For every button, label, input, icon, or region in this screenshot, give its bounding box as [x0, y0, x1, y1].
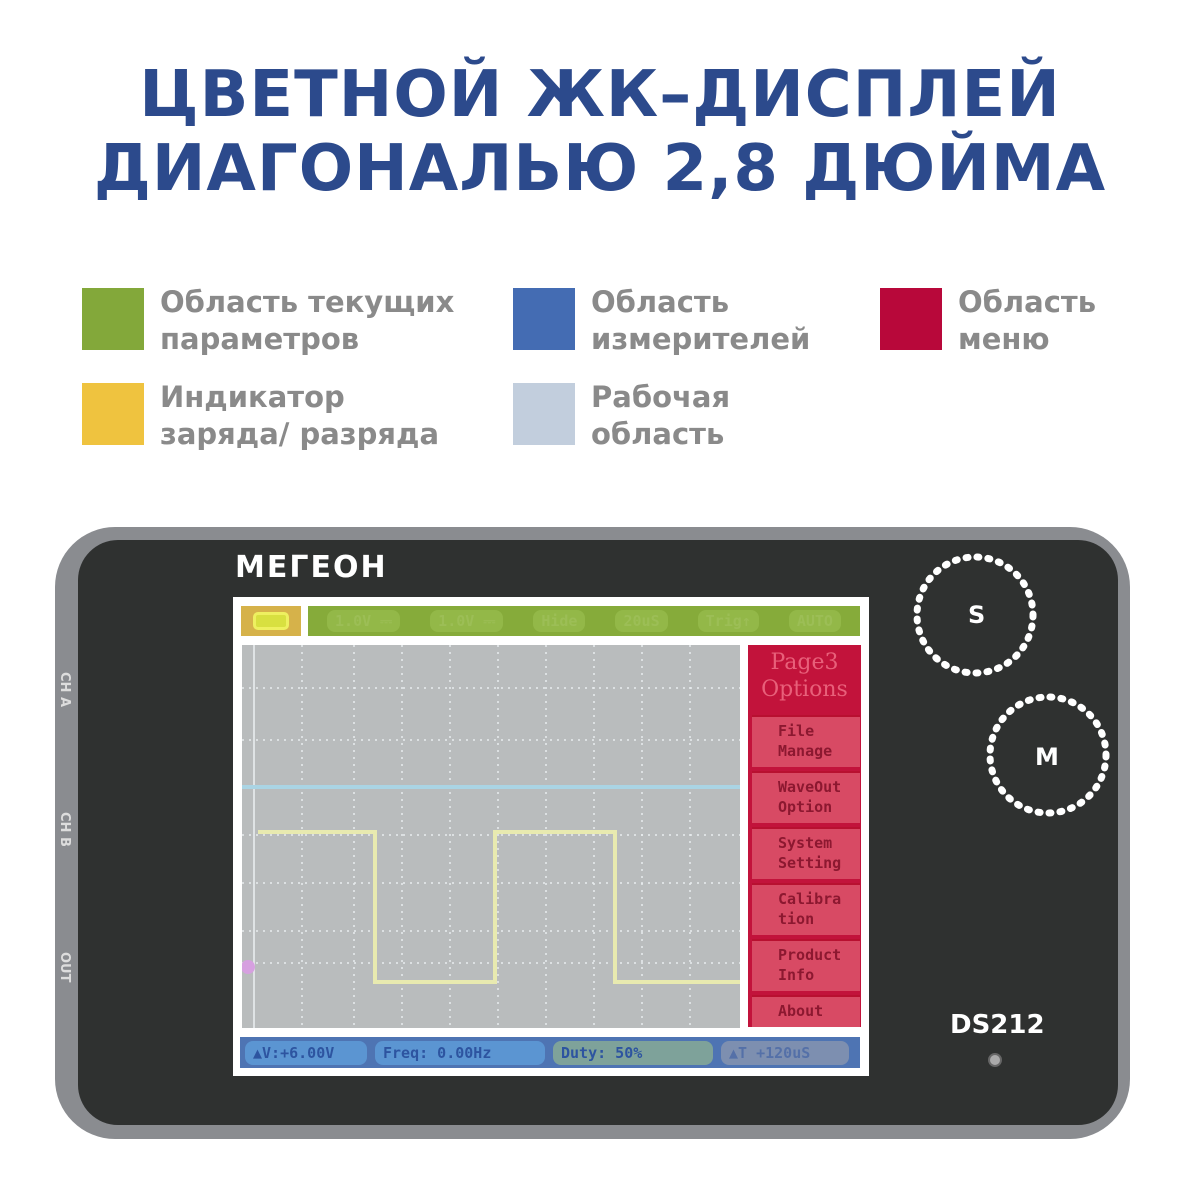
legend-work-area: Рабочая область: [513, 380, 730, 453]
led-indicator-icon: [988, 1053, 1002, 1067]
battery-icon: [253, 612, 289, 630]
battery-indicator: [241, 606, 301, 636]
ch-a-scale[interactable]: 1.0V ⎓: [327, 610, 401, 632]
m-wheel-icon: [986, 693, 1110, 817]
port-out: OUT: [57, 952, 72, 983]
waveform-plot: [241, 645, 740, 1028]
menu-subtitle: Options: [761, 677, 848, 702]
waveform-area: [241, 645, 740, 1028]
hide-toggle[interactable]: Hide: [533, 610, 586, 632]
menu-panel: Page3 Options File Manage WaveOut Option Sy…: [748, 645, 861, 1027]
legend-measure: Область измерителей: [513, 285, 810, 358]
menu-item-file-manage[interactable]: File Manage: [752, 715, 860, 767]
menu-item-about[interactable]: About: [752, 995, 860, 1027]
timebase[interactable]: 20uS: [615, 610, 668, 632]
channel-b-trace: [258, 830, 740, 984]
grid-lines: [242, 645, 740, 1028]
s-wheel-icon: [913, 553, 1037, 677]
measure-bar: ▲V:+6.00V Freq: 0.00Hz Duty: 50% ▲T +120…: [240, 1037, 860, 1068]
legend-menu: Область меню: [880, 285, 1096, 358]
duty[interactable]: Duty: 50%: [553, 1040, 713, 1065]
menu-item-product-info[interactable]: Product Info: [752, 939, 860, 991]
ch-b-scale[interactable]: 1.0V ⎓: [430, 610, 504, 632]
m-label: M: [1035, 743, 1059, 771]
mode[interactable]: AUTO: [788, 610, 841, 632]
delta-v[interactable]: ▲V:+6.00V: [245, 1040, 367, 1065]
port-ch-a: CH A: [57, 672, 72, 708]
frequency[interactable]: Freq: 0.00Hz: [375, 1040, 545, 1065]
delta-t[interactable]: ▲T +120uS: [721, 1040, 849, 1065]
model-label: DS212: [950, 1010, 1045, 1040]
port-ch-b: CH B: [57, 812, 72, 847]
legend-params: Область текущих параметров: [82, 285, 454, 358]
trigger[interactable]: Trig↑: [697, 610, 759, 632]
headline-line2: ДИАГОНАЛЬЮ 2,8 ДЮЙМА: [93, 132, 1107, 206]
brand-logo: МЕГЕОН: [235, 550, 388, 585]
menu-item-system[interactable]: System Setting: [752, 827, 860, 879]
s-label: S: [968, 601, 985, 629]
params-bar: 1.0V ⎓ 1.0V ⎓ Hide 20uS Trig↑ AUTO: [308, 606, 860, 636]
trigger-marker: [241, 960, 255, 974]
legend-battery: Индикатор заряда/ разряда: [82, 380, 439, 453]
menu-item-waveout[interactable]: WaveOut Option: [752, 771, 860, 823]
menu-title: Page3: [770, 650, 839, 675]
menu-item-calibration[interactable]: Calibra tion: [752, 883, 860, 935]
touch-wheel-icons[interactable]: S M: [900, 540, 1120, 830]
headline-line1: ЦВЕТНОЙ ЖК–ДИСПЛЕЙ: [139, 58, 1061, 132]
